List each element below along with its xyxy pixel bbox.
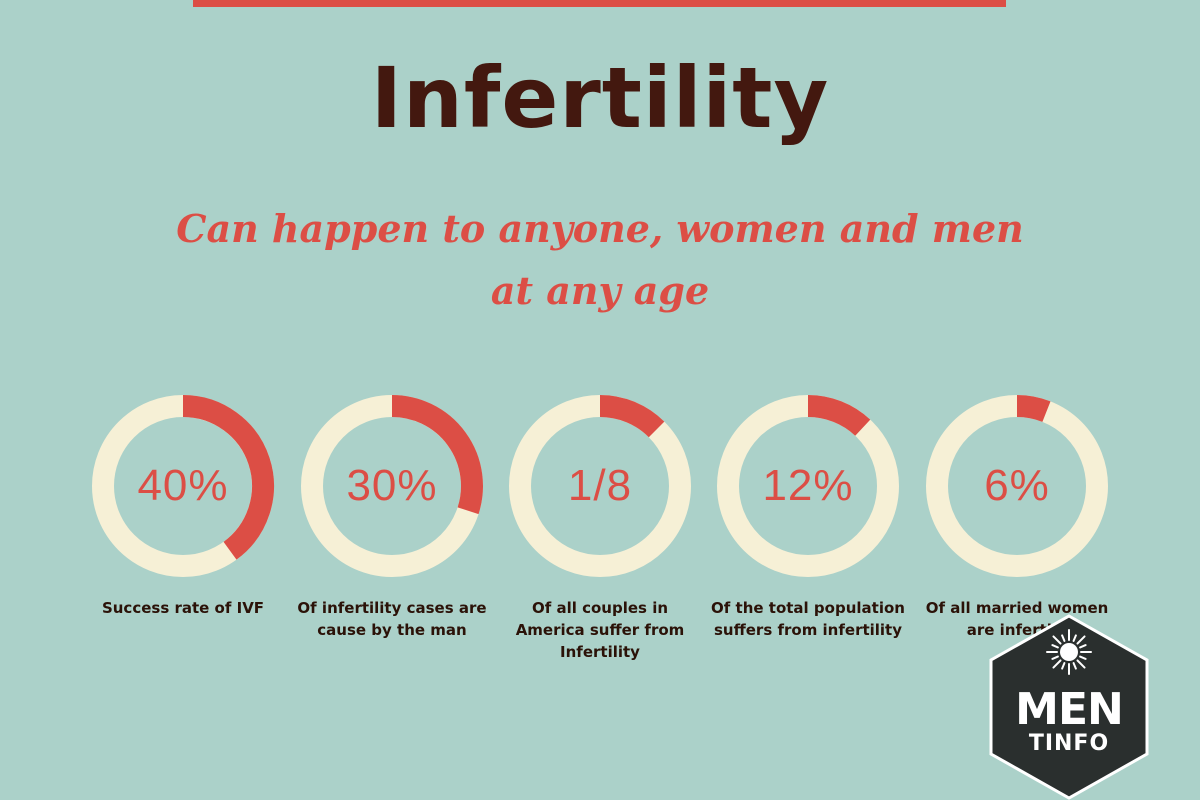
sun-ray	[1079, 644, 1087, 649]
stat-card: 30% Of infertility cases are cause by th…	[287, 393, 497, 641]
donut-arc	[1016, 395, 1051, 422]
donut-chart: 30%	[299, 393, 485, 579]
logo-wordmark-bottom: TINFO	[1028, 731, 1110, 756]
sun-ray	[1076, 659, 1086, 669]
stat-card: 40% Success rate of IVF	[78, 393, 288, 619]
sun-ray	[1051, 655, 1059, 660]
sun-ray	[1061, 634, 1066, 642]
stat-value: 6%	[984, 461, 1050, 510]
page-title: Infertility	[370, 49, 830, 147]
stat-card: 6% Of all married women are infertile	[912, 393, 1122, 641]
sun-ray	[1061, 662, 1066, 670]
stat-caption: Of all couples in America suffer from In…	[515, 599, 685, 661]
mentinfo-logo: MEN TINFO	[988, 614, 1150, 800]
donut-arc	[182, 395, 274, 560]
stat-card: 1/8 Of all couples in America suffer fro…	[495, 393, 705, 663]
stat-caption: Of infertility cases are cause by the ma…	[297, 599, 487, 639]
donut-chart: 12%	[715, 393, 901, 579]
sun-icon	[1046, 629, 1092, 675]
stat-caption: Success rate of IVF	[101, 599, 265, 617]
donut-arc	[391, 395, 483, 515]
logo-wordmark-top: MEN	[1015, 684, 1124, 735]
donut-chart: 40%	[90, 393, 276, 579]
donut-arc	[599, 395, 665, 438]
donut-chart: 6%	[924, 393, 1110, 579]
stat-value: 30%	[346, 461, 438, 510]
donut-arc	[807, 395, 871, 436]
sun-ray	[1052, 659, 1062, 669]
stat-value: 40%	[137, 461, 229, 510]
sun-ray	[1072, 634, 1077, 642]
stat-caption: Of the total population suffers from inf…	[711, 599, 905, 639]
sun-ray	[1079, 655, 1087, 660]
stat-value: 1/8	[567, 461, 633, 510]
sun-ray	[1072, 662, 1077, 670]
sun-ray	[1076, 635, 1086, 645]
top-accent-bar	[193, 0, 1006, 7]
stat-value: 12%	[762, 461, 854, 510]
page-subtitle: Can happen to anyone, women and men at a…	[176, 206, 1024, 313]
sun-ray	[1052, 635, 1062, 645]
logo-hexagon	[989, 614, 1149, 800]
stat-card: 12% Of the total population suffers from…	[703, 393, 913, 641]
sun-ray	[1051, 644, 1059, 649]
donut-chart: 1/8	[507, 393, 693, 579]
